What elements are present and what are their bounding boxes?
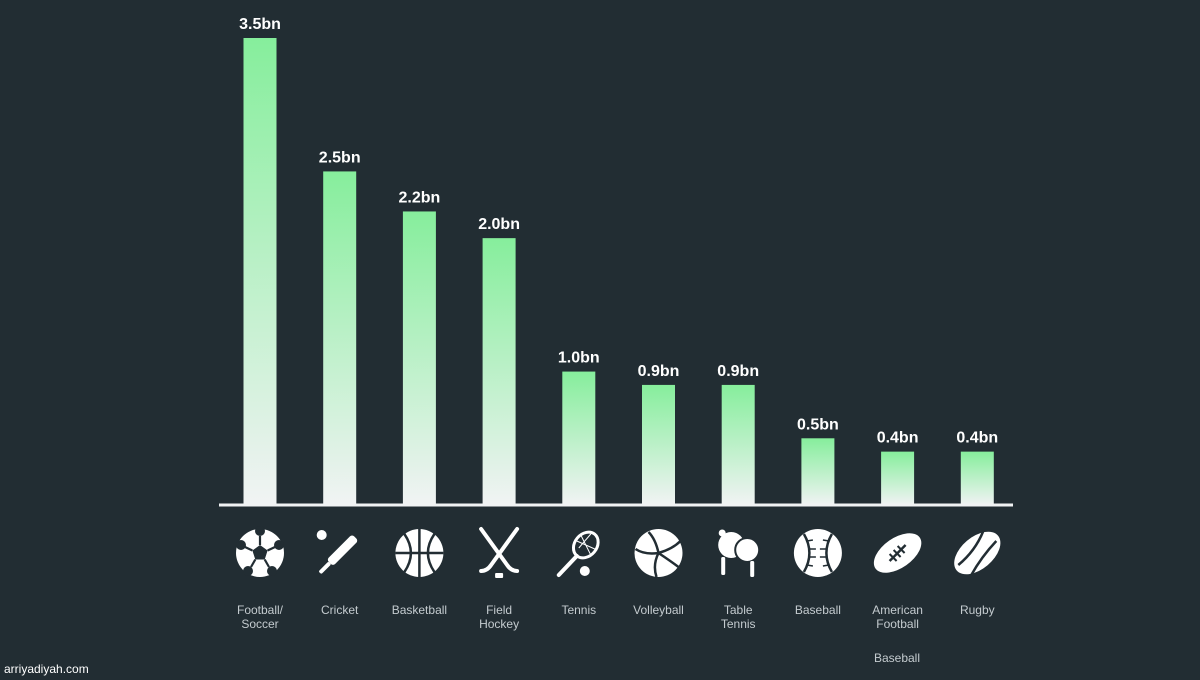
tennis-racket-icon [556, 530, 600, 577]
baseball-icon [793, 529, 842, 577]
bar-value-label: 0.9bn [638, 363, 680, 380]
soccer-ball-icon [236, 526, 284, 577]
category-label: Rugby [960, 603, 995, 617]
bar-value-label: 0.4bn [956, 430, 998, 447]
bar-0 [243, 38, 277, 505]
annotation-baseball: Baseball [874, 651, 920, 665]
bar-value-label: 2.0bn [478, 216, 520, 233]
bar-4 [562, 371, 596, 505]
volleyball-icon [634, 529, 683, 578]
bar-value-label: 2.2bn [399, 189, 441, 206]
category-label: Field Hockey [479, 603, 519, 631]
bar-value-label: 0.9bn [717, 363, 759, 380]
bar-7 [801, 438, 835, 505]
bar-6 [721, 384, 755, 505]
basketball-icon [395, 529, 444, 577]
category-label: Football/Soccer [237, 603, 284, 631]
bar-5 [642, 384, 675, 505]
category-label: American Football [872, 603, 923, 631]
category-label: Volleyball [633, 603, 684, 617]
category-label: Cricket [321, 603, 359, 617]
category-label: Table Tennis [721, 603, 756, 631]
bar-value-label: 1.0bn [558, 350, 600, 367]
bar-3 [482, 238, 516, 505]
bar-1 [323, 171, 357, 505]
bar-2 [402, 211, 436, 505]
hockey-sticks-icon [479, 527, 520, 578]
bar-value-label: 3.5bn [239, 16, 281, 33]
bar-value-label: 0.5bn [797, 416, 839, 433]
bar-value-label: 0.4bn [877, 430, 919, 447]
bar-value-label: 2.5bn [319, 149, 361, 166]
category-label: Baseball [795, 603, 841, 617]
american-football-icon [873, 533, 922, 573]
watermark: arriyadiyah.com [4, 662, 89, 676]
bar-9 [960, 451, 994, 505]
rugby-ball-icon [954, 530, 1001, 576]
table-tennis-paddles-icon [718, 529, 761, 577]
bar-8 [881, 451, 915, 505]
category-label: Basketball [392, 603, 447, 617]
category-label: Tennis [561, 603, 596, 617]
cricket-bat-icon [316, 530, 358, 574]
